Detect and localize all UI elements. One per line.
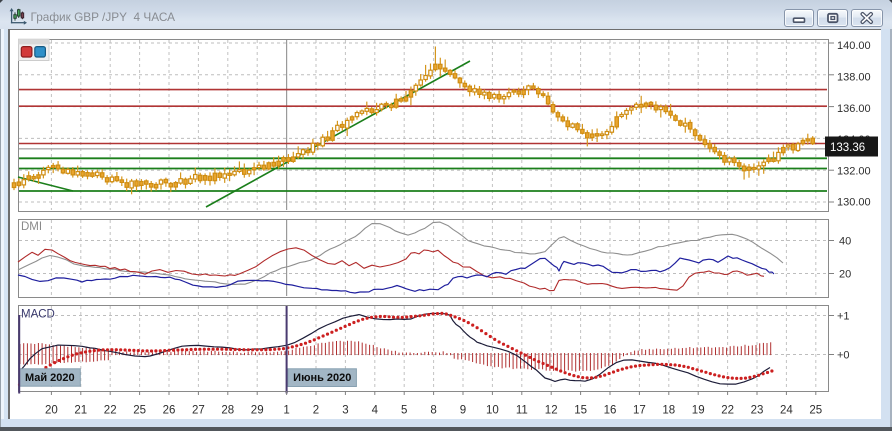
svg-text:25: 25 [809, 405, 822, 417]
svg-text:2: 2 [313, 405, 319, 417]
svg-text:MACD: MACD [21, 309, 55, 321]
svg-text:11: 11 [516, 405, 528, 417]
svg-text:130.00: 130.00 [837, 197, 871, 209]
svg-text:22: 22 [721, 405, 734, 417]
svg-text:20: 20 [45, 405, 58, 417]
svg-text:3: 3 [342, 405, 348, 417]
svg-text:21: 21 [74, 405, 87, 417]
svg-text:40: 40 [839, 236, 851, 248]
svg-text:140.00: 140.00 [837, 40, 871, 52]
svg-text:9: 9 [460, 405, 466, 417]
svg-text:29: 29 [251, 405, 264, 417]
svg-text:136.00: 136.00 [837, 103, 871, 115]
svg-text:Июнь 2020: Июнь 2020 [293, 372, 351, 384]
svg-text:5: 5 [401, 405, 407, 417]
svg-text:1: 1 [283, 405, 289, 417]
svg-text:4: 4 [372, 405, 379, 417]
svg-text:22: 22 [104, 405, 117, 417]
svg-text:19: 19 [692, 405, 705, 417]
svg-text:20: 20 [839, 269, 851, 281]
svg-text:138.00: 138.00 [837, 72, 871, 84]
svg-text:10: 10 [486, 405, 499, 417]
svg-text:133.36: 133.36 [830, 142, 865, 154]
svg-text:18: 18 [662, 405, 675, 417]
svg-text:28: 28 [221, 405, 234, 417]
svg-text:17: 17 [633, 405, 646, 417]
svg-text:15: 15 [574, 405, 587, 417]
svg-text:27: 27 [192, 405, 205, 417]
svg-text:+1: +1 [837, 311, 850, 323]
svg-text:+0: +0 [837, 350, 850, 362]
svg-text:24: 24 [780, 405, 793, 417]
svg-text:26: 26 [163, 405, 176, 417]
svg-text:Май 2020: Май 2020 [25, 372, 75, 384]
svg-text:8: 8 [430, 405, 436, 417]
svg-text:16: 16 [604, 405, 617, 417]
svg-text:25: 25 [133, 405, 146, 417]
svg-text:23: 23 [751, 405, 764, 417]
svg-text:132.00: 132.00 [837, 166, 871, 178]
svg-text:DMI: DMI [21, 221, 42, 233]
svg-text:12: 12 [545, 405, 558, 417]
